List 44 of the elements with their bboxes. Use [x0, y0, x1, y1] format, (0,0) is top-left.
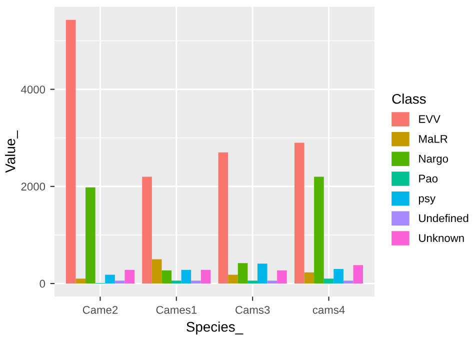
bar	[124, 270, 134, 284]
y-tick-label: 2000	[21, 182, 46, 191]
bar	[76, 278, 86, 284]
legend-label: EVV	[419, 115, 440, 123]
x-tick-label: Came2	[82, 306, 118, 314]
x-axis-title: Species_	[186, 322, 244, 335]
bar	[314, 176, 324, 284]
bar	[218, 152, 228, 284]
bar	[238, 263, 248, 284]
bar	[181, 270, 192, 284]
bar	[66, 20, 76, 284]
x-tick-label: Cams3	[236, 306, 270, 314]
bar	[343, 280, 354, 284]
bar	[105, 274, 115, 284]
bar	[172, 280, 182, 284]
bar	[277, 270, 287, 284]
bar	[142, 176, 152, 284]
legend-title: Class	[392, 94, 426, 104]
legend-label: Pao	[419, 174, 438, 182]
bar	[200, 270, 211, 284]
bar	[334, 268, 344, 284]
legend-label: Unknown	[419, 234, 464, 242]
legend-label: Nargo	[419, 154, 448, 165]
bar	[304, 272, 314, 284]
bar	[257, 264, 268, 284]
bar	[324, 278, 334, 284]
legend-label: MaLR	[419, 135, 448, 143]
bar	[294, 142, 304, 284]
bar	[353, 265, 364, 284]
y-axis-title: Value_	[5, 130, 18, 173]
x-tick-label: Cames1	[156, 306, 197, 314]
y-tick-label: 0	[40, 280, 46, 288]
bar	[152, 259, 162, 284]
bar	[86, 187, 96, 284]
bar	[191, 280, 201, 284]
bar	[162, 270, 172, 284]
x-tick-label: cams4	[312, 306, 345, 314]
legend-label: Undefined	[419, 214, 468, 222]
bar	[267, 280, 278, 284]
bar	[248, 280, 258, 284]
bar	[114, 280, 125, 284]
legend-label: psy	[418, 196, 436, 205]
bar	[228, 274, 238, 284]
y-tick-label: 4000	[21, 86, 46, 94]
